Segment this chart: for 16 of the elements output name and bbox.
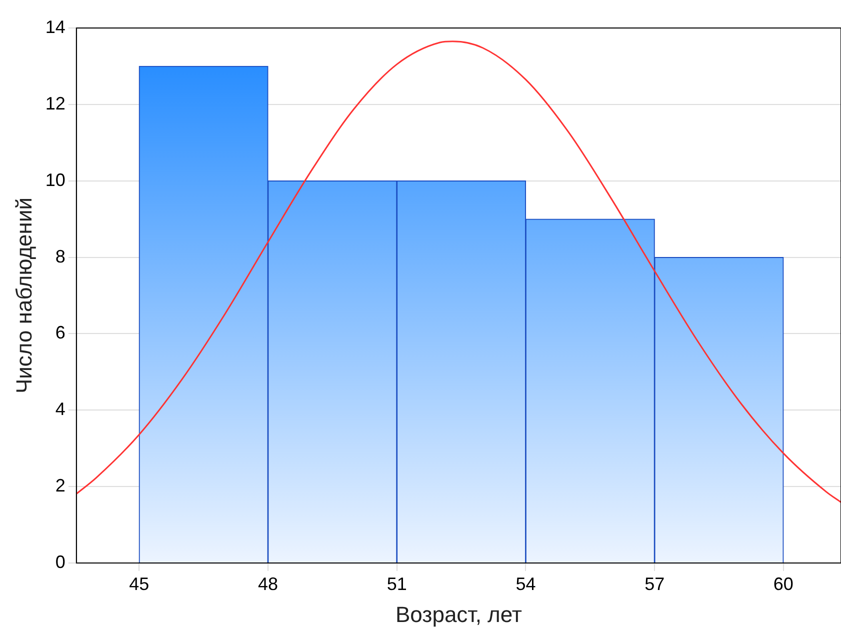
y-tick-label: 10 [45, 170, 66, 190]
y-axis-title: Число наблюдений [11, 197, 36, 394]
x-tick-label: 57 [644, 574, 665, 594]
y-tick-label: 8 [55, 246, 66, 266]
x-axis-title: Возраст, лет [395, 602, 522, 627]
y-tick-label: 14 [45, 16, 66, 37]
x-tick-label: 48 [258, 574, 278, 594]
y-tick-label: 12 [45, 93, 66, 114]
x-tick-label: 60 [773, 574, 794, 594]
y-tick-label: 6 [55, 322, 66, 343]
y-tick-label: 2 [55, 476, 66, 496]
x-tick-label: 54 [516, 574, 536, 594]
y-tick-label: 0 [55, 552, 66, 572]
x-tick-label: 45 [129, 574, 150, 594]
x-tick-label: 51 [386, 574, 407, 594]
y-tick-label: 4 [55, 399, 66, 420]
